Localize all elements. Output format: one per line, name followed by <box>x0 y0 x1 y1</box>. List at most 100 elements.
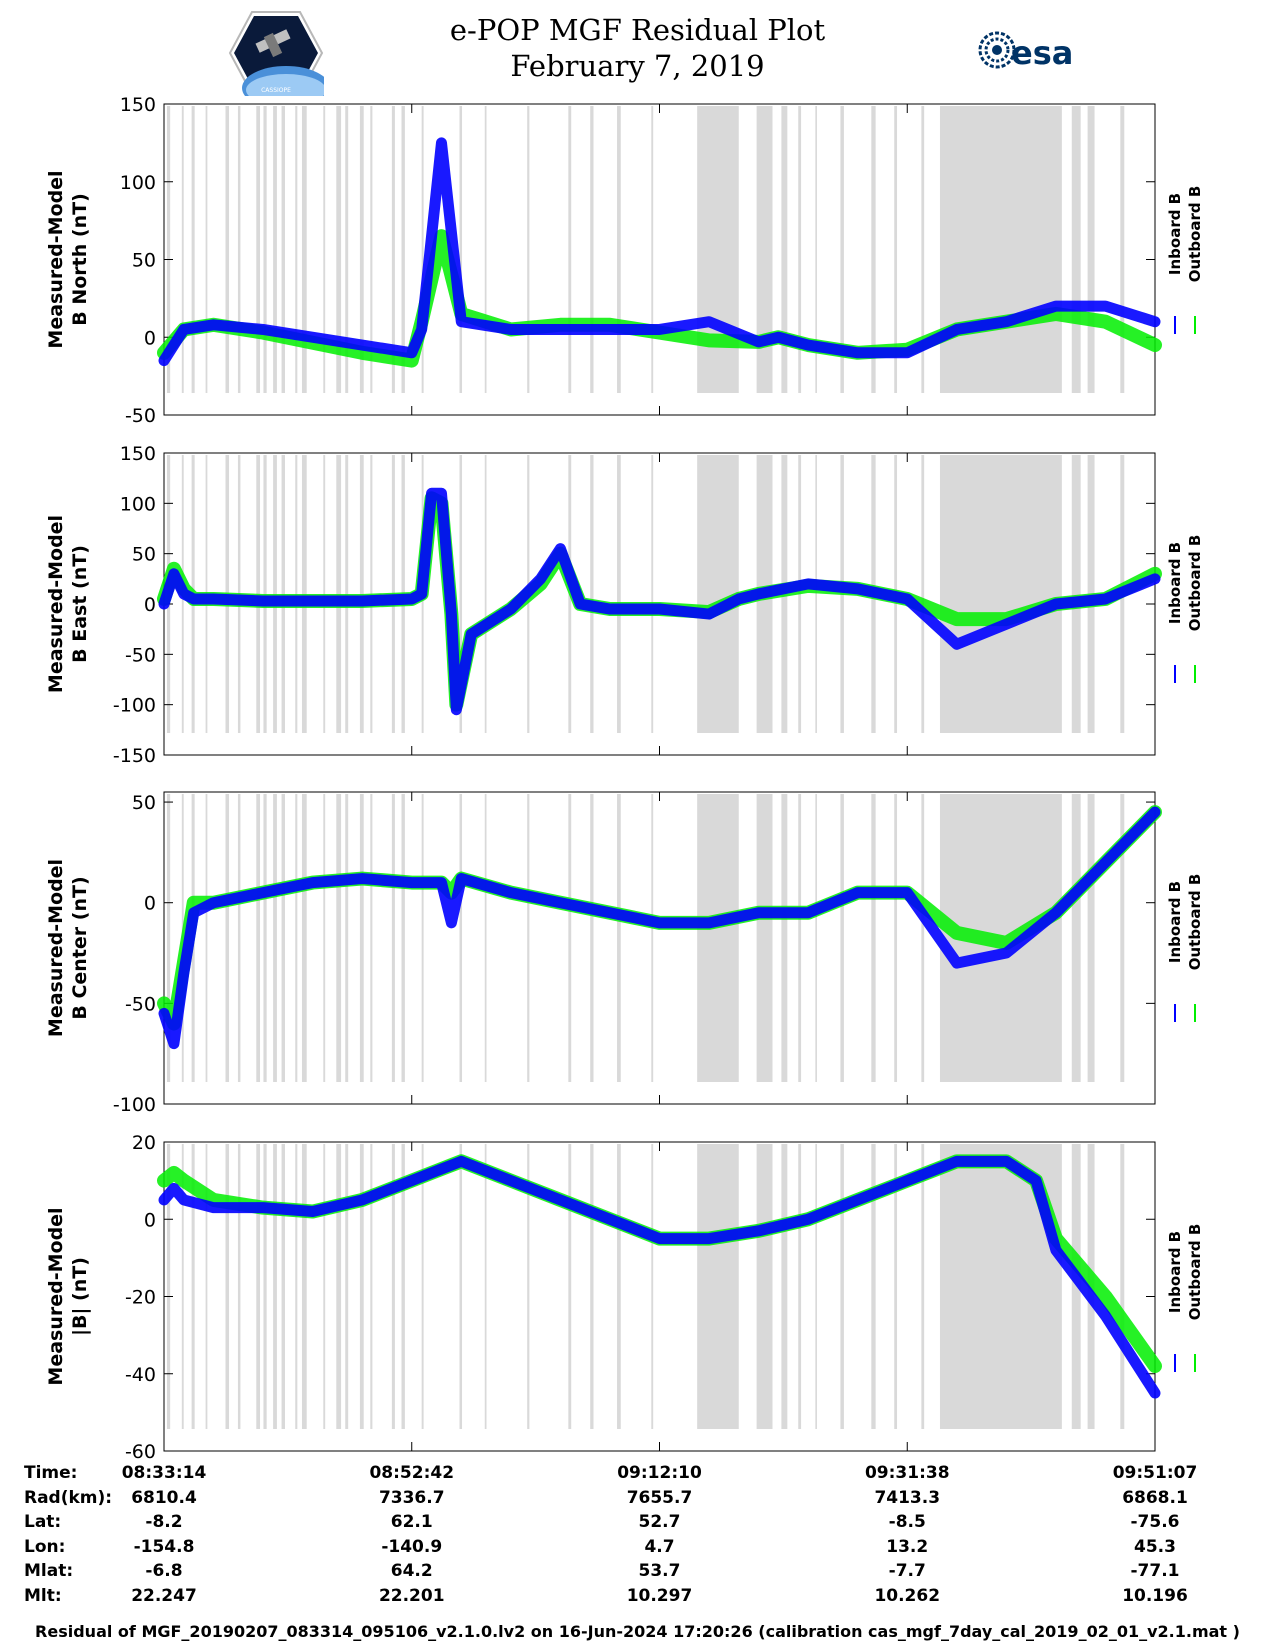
info-row-label: Lon: <box>24 1536 66 1557</box>
data-gap-band <box>281 794 285 1082</box>
data-gap-band <box>256 1144 261 1429</box>
data-gap-band <box>815 1144 817 1429</box>
esa-logo: esa <box>978 31 1073 72</box>
info-cell: 4.7 <box>644 1536 675 1557</box>
data-gap-band <box>756 1144 773 1429</box>
info-cell: -140.9 <box>381 1536 443 1557</box>
data-gap-band <box>336 794 342 1082</box>
data-gap-band <box>345 1144 349 1429</box>
data-gap-band <box>697 794 739 1082</box>
data-gap-band <box>273 1144 277 1429</box>
legend-inboard-label: Inboard B <box>1166 542 1184 624</box>
data-gap-band <box>840 106 844 393</box>
data-gap-band <box>651 794 654 1082</box>
chart-panel-2: -150 -100 -50 0 50 100 150 Measured-Model B East… <box>45 443 1204 767</box>
y-tick-label: -50 <box>125 644 156 666</box>
data-gap-band <box>756 106 773 393</box>
data-gap-band <box>191 1144 195 1429</box>
data-gap-band <box>781 1144 788 1429</box>
info-cell: 7413.3 <box>874 1487 941 1508</box>
data-gap-band <box>651 1144 654 1429</box>
data-gap-band <box>345 106 349 393</box>
y-tick-label: 150 <box>120 94 156 116</box>
legend-outboard-label: Outboard B <box>1186 186 1204 283</box>
legend-outboard-label: Outboard B <box>1186 1224 1204 1321</box>
legend-inboard-label: Inboard B <box>1166 193 1184 275</box>
data-gap-band <box>401 794 405 1082</box>
series-line-inboard <box>158 1155 1161 1399</box>
info-cell: 6868.1 <box>1122 1487 1188 1508</box>
data-gap-band <box>166 794 171 1082</box>
info-cell: 10.297 <box>626 1585 693 1606</box>
y-axis-label-line1: Measured-Model <box>45 170 67 348</box>
y-axis-label-line2: B East (nT) <box>69 545 91 663</box>
info-cell: 10.196 <box>1122 1585 1188 1606</box>
data-gap-band <box>459 1144 463 1429</box>
y-tick-label: -40 <box>125 1364 156 1386</box>
y-axis-label-line2: B Center (nT) <box>69 876 91 1019</box>
data-gap-band <box>225 1144 230 1429</box>
data-gap-band <box>459 455 463 733</box>
data-gap-band <box>527 106 530 393</box>
data-gap-band <box>391 1144 395 1429</box>
data-gap-band <box>225 794 230 1082</box>
info-cell: 52.7 <box>638 1512 681 1532</box>
data-gap-band <box>336 1144 342 1429</box>
info-row-label: Mlt: <box>24 1585 62 1606</box>
data-gap-band <box>697 1144 739 1429</box>
data-gap-band <box>281 1144 285 1429</box>
chart-panel-3: -100 -50 0 50 Measured-Model B Center (nT) Inb… <box>45 791 1204 1116</box>
data-gap-band <box>401 1144 405 1429</box>
data-gap-band <box>527 1144 530 1429</box>
info-cell: 64.2 <box>390 1561 433 1581</box>
legend-inboard-label: Inboard B <box>1166 881 1184 963</box>
data-gap-band <box>617 455 621 733</box>
data-gap-band <box>263 794 267 1082</box>
info-cell: -154.8 <box>133 1536 195 1557</box>
data-gap-band <box>798 106 802 393</box>
info-cell: 09:31:38 <box>864 1463 950 1483</box>
data-gap-band <box>166 106 171 393</box>
legend-outboard-label: Outboard B <box>1186 874 1204 971</box>
data-gap-band <box>921 1144 925 1429</box>
data-gap-band <box>459 794 463 1082</box>
info-cell: 09:51:07 <box>1112 1463 1198 1483</box>
data-gap-band <box>391 794 395 1082</box>
info-cell: 08:52:42 <box>369 1463 455 1483</box>
data-gap-band <box>421 1144 424 1429</box>
data-gap-band <box>1120 106 1125 393</box>
info-cell: 09:12:10 <box>617 1463 702 1483</box>
y-tick-label: -150 <box>113 745 156 767</box>
chart-panel-1: -50 0 50 100 150 Measured-Model B North (nT) In… <box>45 94 1204 427</box>
info-row-label: Lat: <box>24 1512 62 1532</box>
y-tick-label: 100 <box>120 172 156 194</box>
y-tick-label: 100 <box>120 493 156 515</box>
cassiope-logo: CASSIOPE <box>228 11 324 96</box>
data-gap-band <box>301 1144 307 1429</box>
data-gap-band <box>281 106 285 393</box>
y-tick-label: -50 <box>125 405 156 427</box>
info-cell: -8.2 <box>145 1512 183 1532</box>
info-cell: 62.1 <box>390 1512 433 1532</box>
data-gap-band <box>798 794 802 1082</box>
data-gap-band <box>871 106 876 393</box>
data-gap-band <box>191 106 195 393</box>
data-gap-band <box>894 106 898 393</box>
info-cell: 08:33:14 <box>121 1463 207 1483</box>
y-tick-label: -100 <box>113 1094 156 1116</box>
data-gap-band <box>295 794 298 1082</box>
data-gap-band <box>939 106 1062 393</box>
info-cell: 6810.4 <box>131 1487 197 1508</box>
logo-left-text: CASSIOPE <box>261 87 291 94</box>
data-gap-band <box>391 106 395 393</box>
data-gap-band <box>871 794 876 1082</box>
info-row-label: Mlat: <box>24 1561 74 1581</box>
y-tick-label: 50 <box>132 250 156 272</box>
data-gap-band <box>263 1144 267 1429</box>
y-axis-label-line1: Measured-Model <box>45 859 67 1037</box>
y-axis-label-line2: |B| (nT) <box>69 1257 91 1336</box>
y-tick-label: 0 <box>144 594 156 616</box>
data-gap-band <box>336 106 342 393</box>
series-line-inboard <box>158 487 1161 716</box>
data-gap-band <box>1120 794 1125 1082</box>
